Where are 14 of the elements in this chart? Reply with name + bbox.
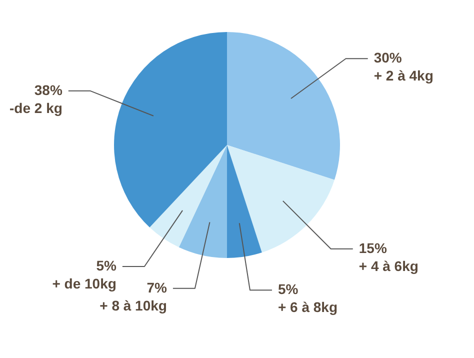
slice-label: + 6 à 8kg [278, 299, 338, 316]
slice-label: + 2 à 4kg [374, 68, 434, 84]
data-label: 7% [146, 279, 168, 296]
pie-slice [227, 32, 340, 180]
data-label: 30% [374, 50, 402, 66]
data-label: 15% [358, 240, 388, 256]
data-label: 38% [34, 82, 63, 98]
data-label: 5% [278, 281, 299, 298]
data-label: 5% [96, 258, 117, 274]
pie-slice [178, 145, 227, 258]
slice-label: + de 10kg [52, 276, 116, 292]
slice-label: + 8 à 10kg [100, 297, 167, 314]
slice-label: + 4 à 6kg [358, 258, 418, 274]
slice-label: -de 2 kg [10, 100, 62, 116]
